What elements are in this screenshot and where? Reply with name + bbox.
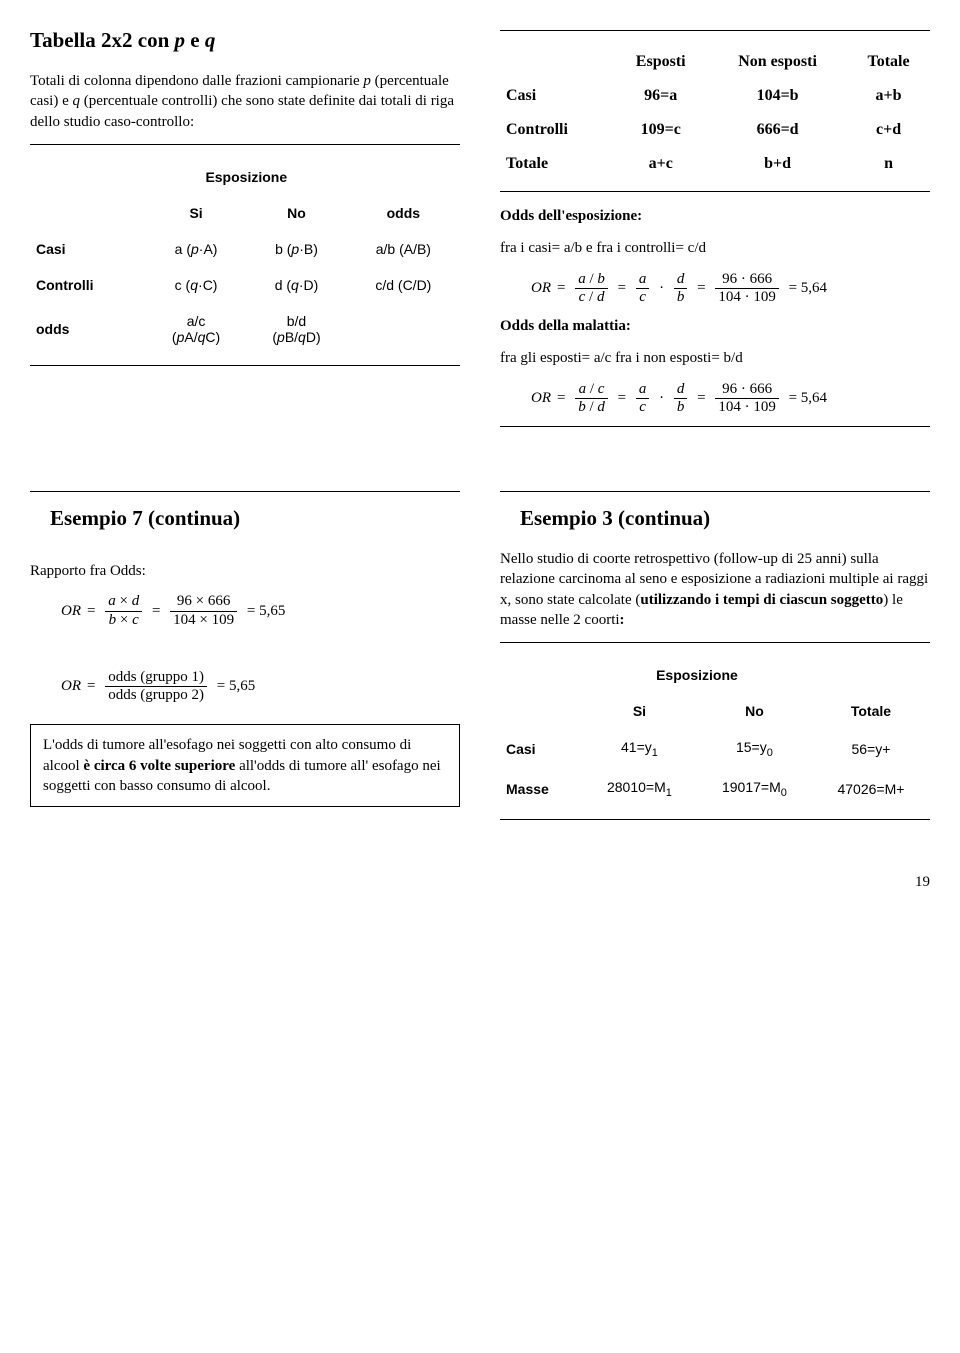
- table-row: Totale a+c b+d n: [500, 147, 930, 181]
- tl-h2: No: [246, 195, 346, 231]
- divider: [30, 365, 460, 366]
- table-top-right: Esposti Non esposti Totale Casi 96=a 104…: [500, 45, 930, 181]
- odds-dis-label: Odds della malattia:: [500, 316, 930, 336]
- title-bottom-right: Esempio 3 (continua): [520, 506, 930, 531]
- divider: [500, 426, 930, 427]
- table-row: Casi 41=y1 15=y0 56=y+: [500, 729, 930, 769]
- conclusion-box: L'odds di tumore all'esofago nei soggett…: [30, 724, 460, 807]
- exposure-label: Esposizione: [582, 657, 812, 693]
- page-number: 19: [30, 874, 930, 891]
- title-bottom-left: Esempio 7 (continua): [50, 506, 460, 531]
- divider: [500, 642, 930, 643]
- panel-bottom-right: Esempio 3 (continua) Nello studio di coo…: [500, 481, 930, 834]
- odds-exp-sub: fra i casi= a/b e fra i controlli= c/d: [500, 238, 930, 258]
- divider: [500, 30, 930, 31]
- divider: [500, 819, 930, 820]
- or-formula-4: OR= odds (gruppo 1)odds (gruppo 2) = 5,6…: [58, 669, 460, 705]
- divider: [30, 144, 460, 145]
- table-row: Casi a (p·A) b (p·B) a/b (A/B): [30, 231, 460, 267]
- tl-h3: odds: [347, 195, 460, 231]
- divider: [500, 191, 930, 192]
- odds-dis-sub: fra gli esposti= a/c fra i non esposti= …: [500, 348, 930, 368]
- table-row: Casi 96=a 104=b a+b: [500, 79, 930, 113]
- odds-exp-label: Odds dell'esposizione:: [500, 206, 930, 226]
- table-bottom-right: Esposizione Si No Totale Casi 41=y1 15=y…: [500, 657, 930, 809]
- intro-para: Totali di colonna dipendono dalle frazio…: [30, 71, 460, 132]
- table-row: Masse 28010=M1 19017=M0 47026=M+: [500, 769, 930, 809]
- tl-h1: Si: [146, 195, 246, 231]
- divider: [500, 491, 930, 492]
- divider: [30, 491, 460, 492]
- or-formula-2: OR= a / cb / d = ac · db = 96 · 666104 ·…: [528, 381, 930, 417]
- table-row: Controlli c (q·C) d (q·D) c/d (C/D): [30, 267, 460, 303]
- rapporto-label: Rapporto fra Odds:: [30, 561, 460, 581]
- br-para: Nello studio di coorte retrospettivo (fo…: [500, 549, 930, 630]
- or-formula-3: OR= a × db × c = 96 × 666104 × 109 = 5,6…: [58, 593, 460, 629]
- title-top-left: Tabella 2x2 con p e q: [30, 28, 460, 53]
- panel-top-left: Tabella 2x2 con p e q Totali di colonna …: [30, 20, 460, 441]
- or-formula-1: OR= a / bc / d = ac · db = 96 · 666104 ·…: [528, 271, 930, 307]
- exposure-label: Esposizione: [146, 159, 347, 195]
- panel-top-right: Esposti Non esposti Totale Casi 96=a 104…: [500, 20, 930, 441]
- table-row: Controlli 109=c 666=d c+d: [500, 113, 930, 147]
- table-row: odds a/c(pA/qC) b/d(pB/qD): [30, 303, 460, 355]
- panel-bottom-left: Esempio 7 (continua) Rapporto fra Odds: …: [30, 481, 460, 834]
- table-top-left: Esposizione Si No odds Casi a (p·A) b (p…: [30, 159, 460, 355]
